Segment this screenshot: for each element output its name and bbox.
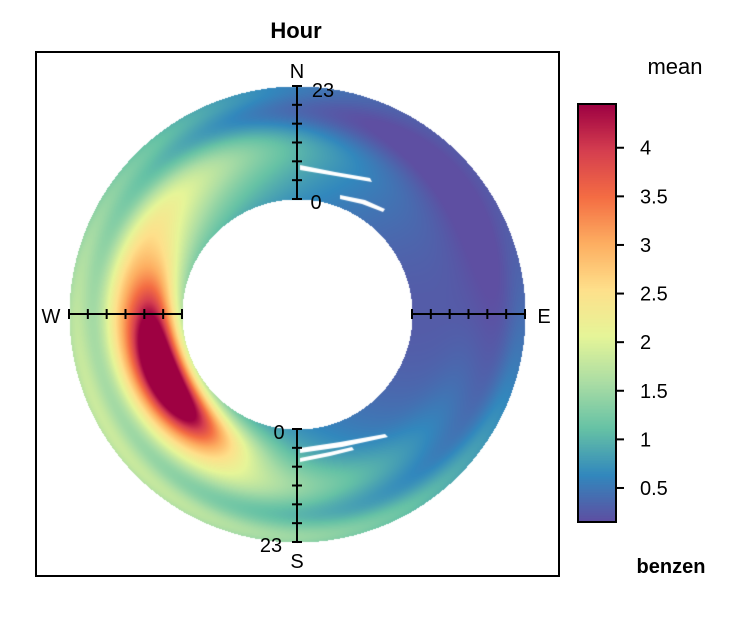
chart-title: Hour <box>270 18 322 43</box>
colorbar-tick-label: 1.5 <box>640 381 668 403</box>
radial-axes <box>68 85 526 543</box>
colorbar-tick-label: 3 <box>640 235 651 257</box>
colorbar-tick-label: 3.5 <box>640 186 668 208</box>
compass-label-n: N <box>290 61 304 83</box>
colorbar-tick-label: 1 <box>640 429 651 451</box>
colorbar-frame <box>577 103 617 523</box>
hour-tick-top-inner: 0 <box>310 192 321 214</box>
colorbar-gradient <box>578 104 616 522</box>
colorbar-tick-label: 2 <box>640 332 651 354</box>
compass-label-e: E <box>537 306 550 328</box>
hour-tick-bottom-outer: 23 <box>260 535 282 557</box>
colorbar-tick-label: 2.5 <box>640 284 668 306</box>
hour-tick-top-outer: 23 <box>312 80 334 102</box>
colorbar-pollutant-label: benzen <box>637 556 706 578</box>
compass-label-w: W <box>42 306 61 328</box>
colorbar-tick-label: 4 <box>640 138 651 160</box>
colorbar-stat-label: mean <box>647 54 702 79</box>
colorbar-ticks: 0.5 1 1.5 2 2.5 3 3.5 4 <box>616 138 668 500</box>
compass-label-s: S <box>290 551 303 573</box>
hour-tick-bottom-inner: 0 <box>273 422 284 444</box>
colorbar-tick-label: 0.5 <box>640 478 668 500</box>
